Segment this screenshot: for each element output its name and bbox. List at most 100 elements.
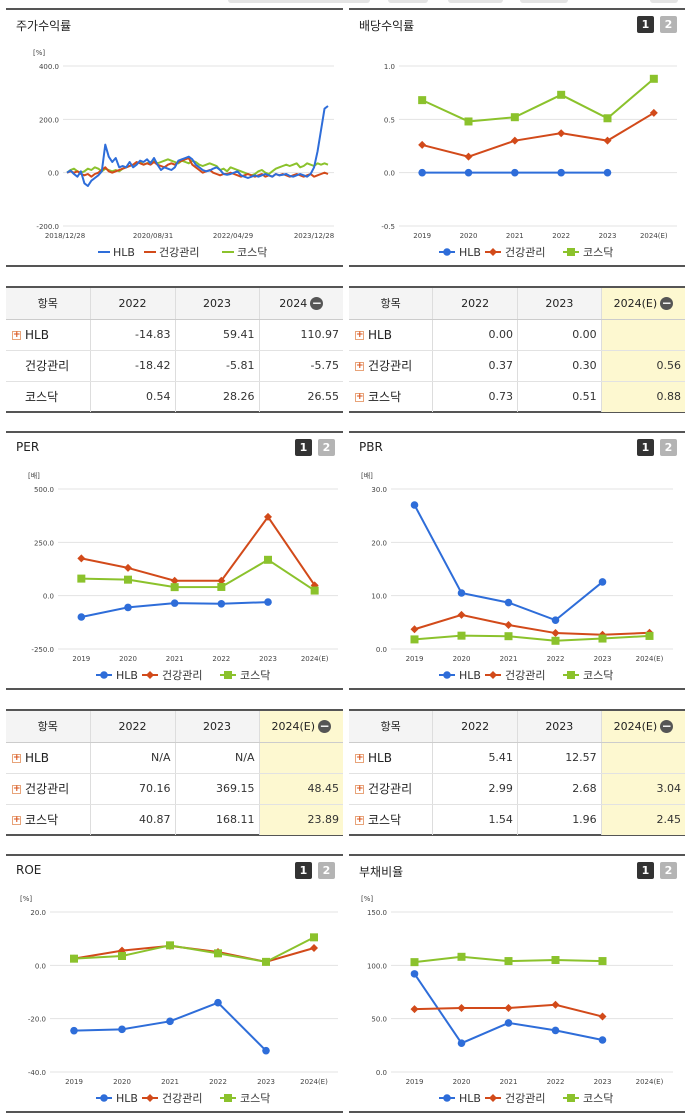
x-tick-label: 2021 [500, 1078, 518, 1086]
legend-item: 코스닥 [563, 246, 613, 259]
view-1-button[interactable]: 1 [637, 16, 654, 33]
row-label: 코스닥 [25, 813, 59, 828]
x-tick-label: 2024(E) [640, 232, 668, 240]
series-코스닥 [77, 555, 319, 595]
legend-label: HLB [459, 1092, 481, 1105]
data-point [443, 1094, 451, 1102]
legend-label: 코스닥 [240, 1092, 270, 1105]
legend-item: 코스닥 [220, 1092, 270, 1105]
column-header: 2023 [517, 711, 602, 743]
row-label-cell[interactable]: + HLB [6, 742, 91, 774]
row-label-cell[interactable]: + HLB [6, 319, 91, 351]
y-tick-label: 20.0 [371, 539, 387, 547]
legend-label: 코스닥 [583, 246, 613, 259]
x-tick-label: 2019 [72, 655, 90, 663]
data-point [77, 574, 86, 583]
legend-item: 건강관리 [485, 246, 545, 259]
data-point [598, 1012, 607, 1021]
row-label-cell[interactable]: + 건강관리 [349, 773, 434, 805]
series-line [421, 112, 655, 158]
collapse-column-icon[interactable]: − [660, 296, 674, 310]
expand-plus-icon[interactable]: + [355, 752, 364, 763]
series-line-건강관리 [66, 157, 329, 178]
view-2-button[interactable]: 2 [660, 16, 677, 33]
expand-plus-icon[interactable]: + [355, 815, 364, 826]
series-코스닥 [410, 631, 654, 645]
data-point [70, 954, 78, 963]
value-cell: 369.15 [175, 773, 260, 805]
row-label: 건강관리 [368, 782, 413, 796]
data-point [170, 583, 179, 592]
expand-plus-icon[interactable]: + [355, 329, 364, 340]
series-HLB [418, 168, 612, 177]
row-label-cell[interactable]: + HLB [349, 319, 434, 351]
collapse-column-icon[interactable]: − [660, 719, 674, 733]
y-unit-label: [%] [20, 895, 32, 903]
view-2-button[interactable]: 2 [318, 439, 335, 456]
column-header: 2022 [432, 288, 518, 320]
row-label-cell[interactable]: + 코스닥 [349, 804, 434, 835]
expand-plus-icon[interactable]: + [355, 784, 364, 794]
row-label-cell[interactable]: + HLB [349, 742, 434, 774]
view-1-button[interactable]: 1 [637, 439, 654, 456]
data-point [464, 168, 473, 177]
x-tick-label: 2024(E) [301, 655, 329, 663]
view-2-button[interactable]: 2 [660, 439, 677, 456]
view-2-button[interactable]: 2 [660, 862, 677, 879]
series-HLB [410, 970, 607, 1047]
value-cell: 70.16 [90, 773, 176, 805]
data-point [217, 576, 226, 585]
series-line [73, 1001, 267, 1052]
data-point [598, 578, 607, 586]
series-line [414, 634, 650, 642]
value-cell: 48.45 [259, 773, 343, 805]
panel-title: 부채비율 [359, 865, 404, 879]
data-point [310, 933, 318, 942]
collapse-column-icon[interactable]: − [310, 296, 324, 310]
table-header-row: 항목 2022 2023 2024(E) − [6, 711, 343, 743]
view-1-button[interactable]: 1 [295, 439, 312, 456]
expand-plus-icon[interactable]: + [12, 815, 21, 826]
expand-plus-icon[interactable]: + [12, 784, 21, 794]
panel-title: 배당수익률 [359, 19, 415, 33]
y-tick-label: 100.0 [367, 962, 387, 970]
y-tick-label: -200.0 [36, 223, 59, 231]
data-point [557, 168, 565, 177]
legend: HLB 건강관리 코스닥 [439, 1092, 613, 1105]
table-row: 코스닥 0.54 28.26 26.55 [6, 381, 343, 412]
expand-plus-icon[interactable]: + [12, 752, 21, 763]
expand-plus-icon[interactable]: + [355, 392, 364, 403]
value-cell [601, 319, 685, 351]
top-tab-strip [0, 0, 691, 5]
value-cell: 110.97 [259, 319, 343, 351]
x-tick-label: 2022/04/29 [213, 232, 253, 240]
value-cell: 26.55 [307, 390, 340, 404]
view-2-button[interactable]: 2 [318, 862, 335, 879]
column-header-label: 항목 [37, 720, 58, 734]
series-line [73, 936, 315, 963]
x-tick-label: 2024(E) [636, 1078, 664, 1086]
view-1-button[interactable]: 1 [637, 862, 654, 879]
data-point [504, 1004, 513, 1012]
row-label-cell[interactable]: + 코스닥 [349, 381, 434, 412]
y-tick-label: 30.0 [371, 486, 387, 494]
value-cell: 0.73 [432, 381, 518, 412]
expand-plus-icon[interactable]: + [355, 361, 364, 371]
row-label-cell[interactable]: + 건강관리 [6, 773, 91, 805]
data-point [146, 671, 154, 679]
view-1-button[interactable]: 1 [295, 862, 312, 879]
data-point [511, 168, 519, 177]
value-cell: 2.99 [432, 773, 518, 805]
x-tick-label: 2022 [209, 1078, 227, 1086]
row-label-cell[interactable]: + 건강관리 [349, 350, 434, 382]
row-label: HLB [25, 327, 49, 342]
collapse-column-icon[interactable]: − [318, 719, 332, 733]
legend: HLB 건강관리 코스닥 [98, 246, 267, 259]
dividend-yield-table: 항목 2022 2023 2024(E) − + HLB 0.00 0.00 + 건강관리 0.37 0… [349, 286, 685, 413]
expand-plus-icon[interactable]: + [12, 329, 21, 340]
data-point [418, 168, 426, 177]
data-point [217, 599, 226, 608]
row-label-cell[interactable]: + 코스닥 [6, 804, 91, 835]
